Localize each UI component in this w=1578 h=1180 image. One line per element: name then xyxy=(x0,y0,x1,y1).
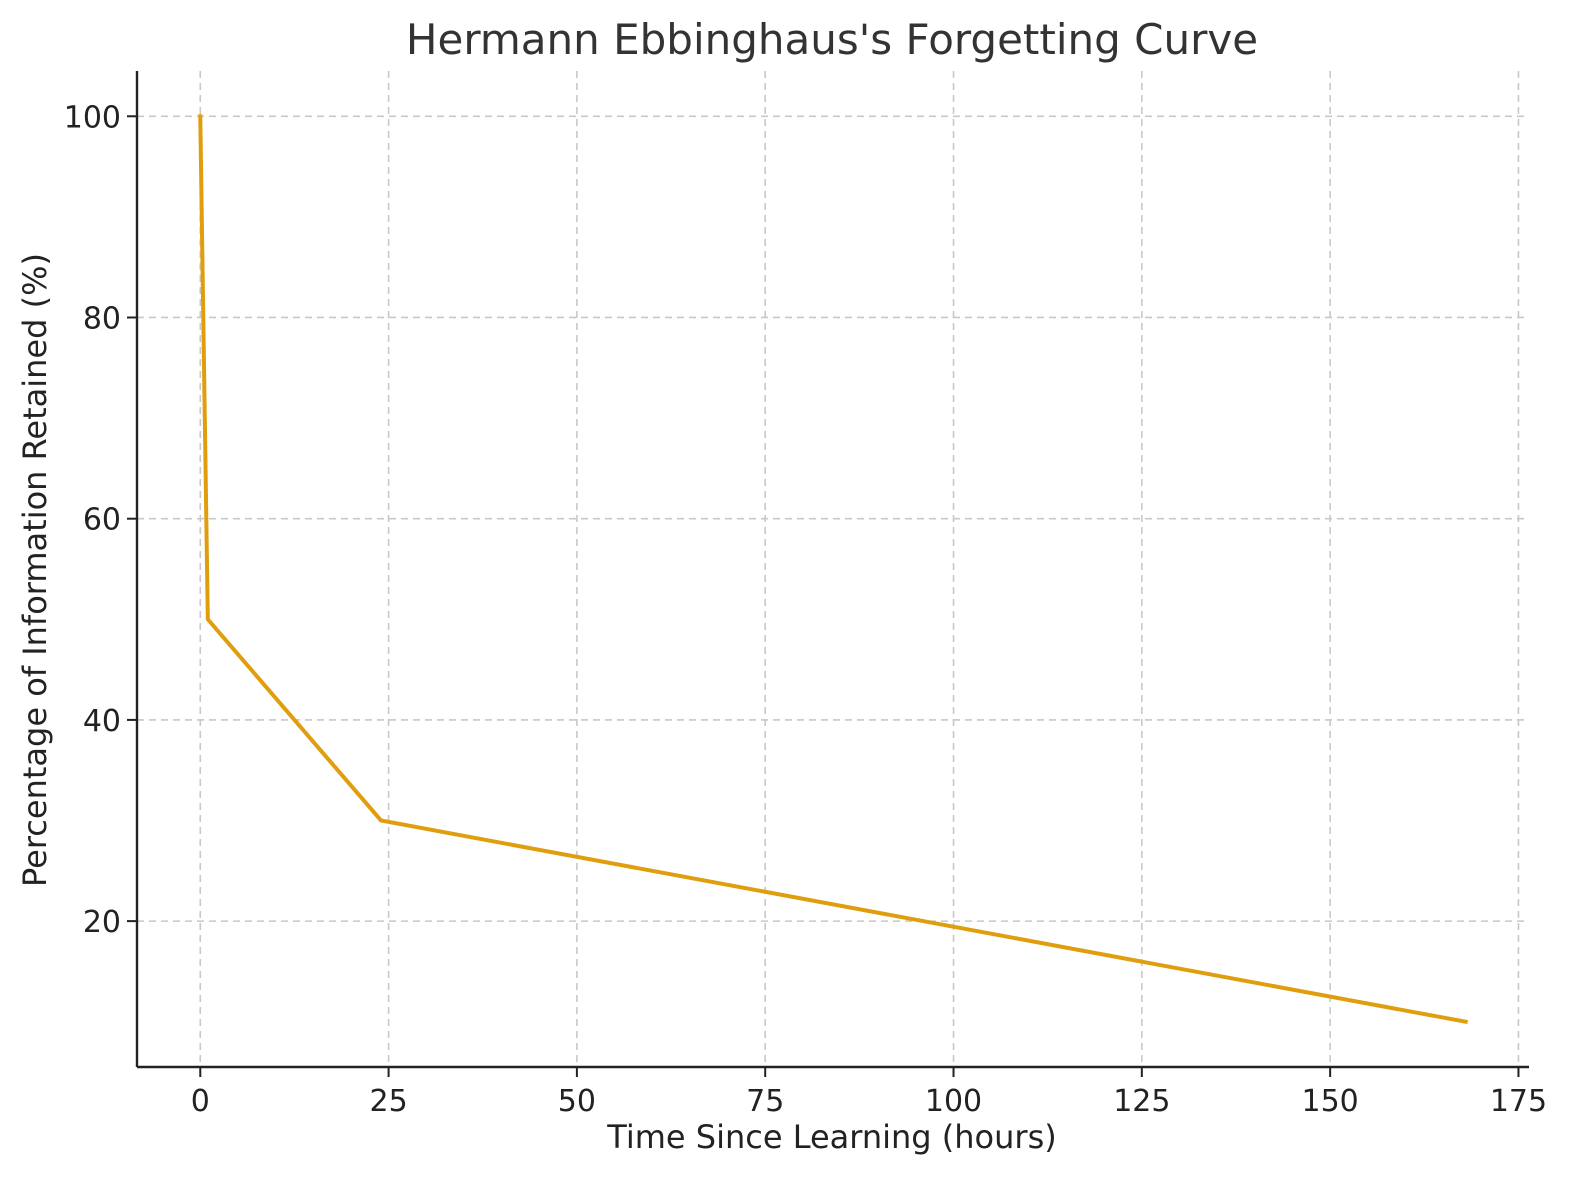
y-tick-label: 20 xyxy=(83,905,121,940)
y-tick-label: 60 xyxy=(83,503,121,538)
y-tick-label: 100 xyxy=(64,100,121,135)
y-tick-label: 80 xyxy=(83,301,121,336)
x-tick-label: 100 xyxy=(925,1084,982,1119)
y-axis-label: Percentage of Information Retained (%) xyxy=(16,253,54,887)
x-tick-label: 0 xyxy=(191,1084,210,1119)
x-tick-label: 75 xyxy=(746,1084,784,1119)
series-line xyxy=(198,114,1469,1025)
x-tick-label: 150 xyxy=(1302,1084,1359,1119)
axes-layer: 0 25 50 75 100 125 150 175 20 40 60 80 100 xyxy=(64,71,1547,1119)
x-tick-label: 25 xyxy=(369,1084,407,1119)
x-tick-label: 50 xyxy=(558,1084,596,1119)
series-layer xyxy=(198,114,1469,1025)
chart-title: Hermann Ebbinghaus's Forgetting Curve xyxy=(406,15,1258,64)
grid-layer xyxy=(137,71,1529,1067)
x-axis-label: Time Since Learning (hours) xyxy=(606,1118,1056,1156)
x-tick-label: 125 xyxy=(1113,1084,1170,1119)
x-tick-label: 175 xyxy=(1490,1084,1547,1119)
y-tick-label: 40 xyxy=(83,704,121,739)
